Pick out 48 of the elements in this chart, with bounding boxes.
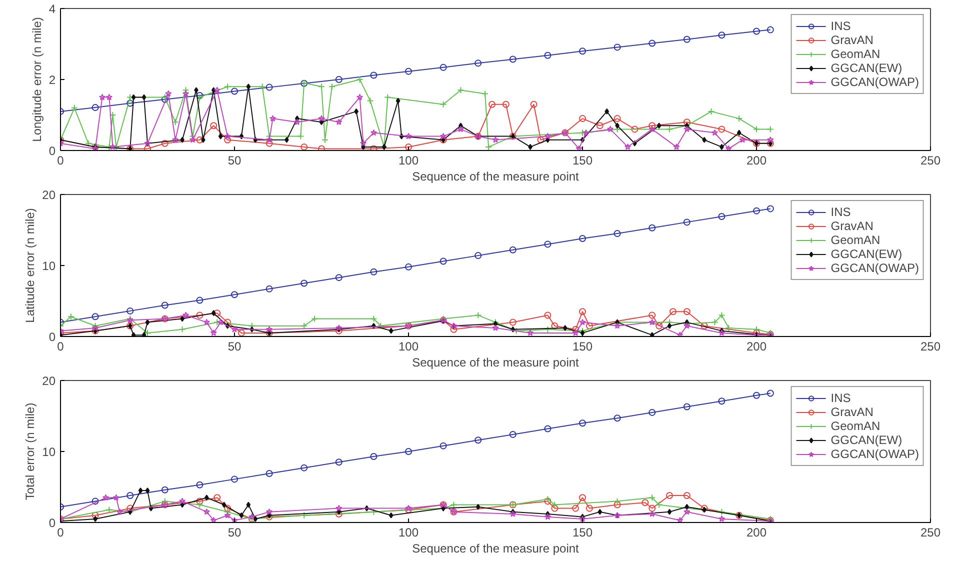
x-tick-label: 200 (746, 154, 767, 168)
x-tick-label: 50 (228, 154, 242, 168)
x-tick-label: 150 (572, 154, 593, 168)
legend-label: GGCAN(OWAP) (830, 261, 919, 275)
y-tick-label: 0 (48, 144, 56, 158)
x-tick-label: 200 (746, 526, 767, 540)
legend-label: GeomAN (830, 419, 880, 433)
y-tick-label: 2 (48, 73, 56, 87)
y-tick-label: 20 (42, 188, 56, 202)
x-tick-label: 100 (398, 340, 419, 354)
x-tick-label: 150 (572, 526, 593, 540)
legend-label: GGCAN(EW) (830, 433, 902, 447)
y-tick-label: 20 (42, 374, 56, 388)
legend-label: GGCAN(OWAP) (830, 75, 919, 89)
y-tick-label: 10 (42, 259, 56, 273)
x-tick-label: 250 (920, 526, 941, 540)
legend-label: GGCAN(OWAP) (830, 447, 919, 461)
y-axis-title: Longitude error (n mile) (30, 17, 44, 142)
x-tick-label: 50 (228, 526, 242, 540)
x-tick-label: 250 (920, 340, 941, 354)
x-axis-title: Sequence of the measure point (412, 170, 580, 184)
x-axis-title: Sequence of the measure point (412, 542, 580, 556)
x-tick-label: 0 (57, 526, 64, 540)
legend-label: GeomAN (830, 47, 880, 61)
legend-label: INS (830, 19, 851, 33)
x-axis-title: Sequence of the measure point (412, 356, 580, 370)
x-tick-label: 0 (57, 154, 64, 168)
legend-label: INS (830, 205, 851, 219)
y-tick-label: 10 (42, 445, 56, 459)
x-tick-label: 100 (398, 154, 419, 168)
legend-label: INS (830, 391, 851, 405)
y-axis-title: Latitude error (n mile) (23, 208, 38, 323)
legend-label: GravAN (830, 219, 874, 233)
y-tick-label: 0 (48, 330, 56, 344)
legend-label: GGCAN(EW) (830, 61, 902, 75)
y-tick-label: 0 (48, 516, 56, 530)
legend-label: GGCAN(EW) (830, 247, 902, 261)
x-tick-label: 0 (57, 340, 64, 354)
x-tick-label: 250 (920, 154, 941, 168)
legend-label: GeomAN (830, 233, 880, 247)
x-tick-label: 200 (746, 340, 767, 354)
legend-label: GravAN (830, 33, 874, 47)
x-tick-label: 100 (398, 526, 419, 540)
legend-label: GravAN (830, 405, 874, 419)
x-tick-label: 50 (228, 340, 242, 354)
y-tick-label: 4 (48, 2, 56, 16)
x-tick-label: 150 (572, 340, 593, 354)
y-axis-title: Total error (n mile) (23, 402, 38, 500)
